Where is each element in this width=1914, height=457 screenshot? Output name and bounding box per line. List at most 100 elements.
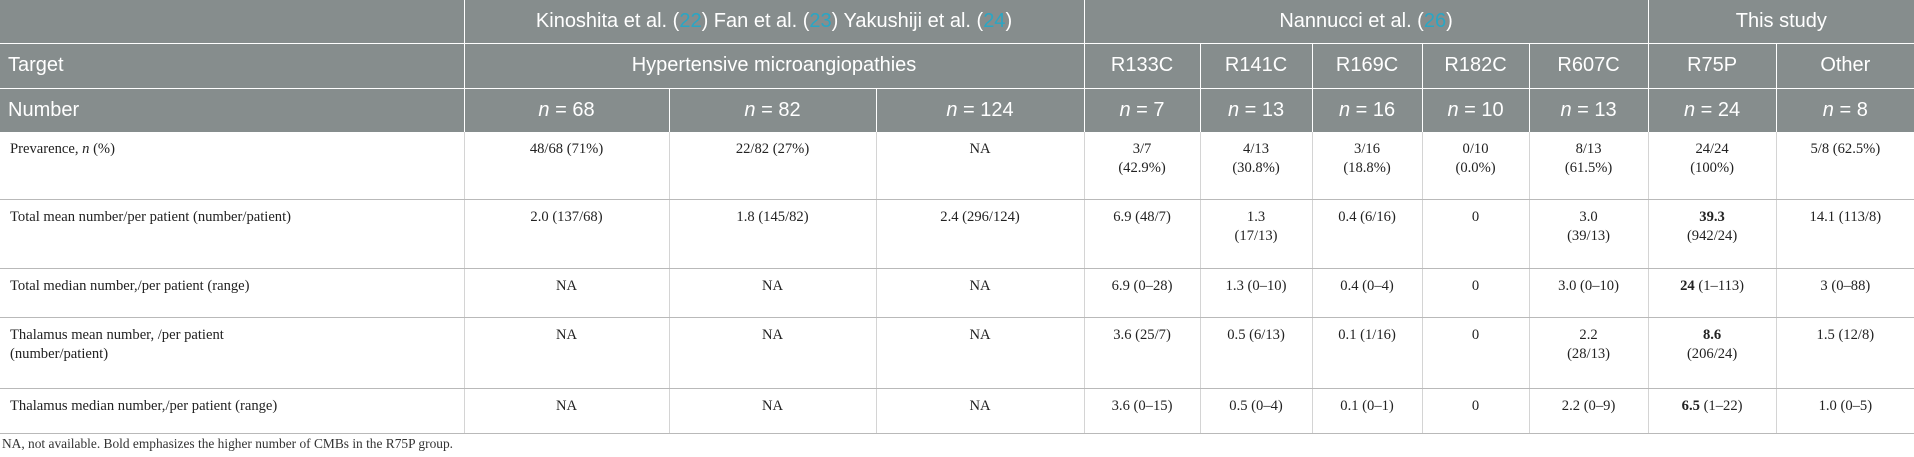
count-value: = 10: [1458, 98, 1504, 121]
text-run: (18.8%): [1343, 160, 1391, 176]
study-name: Nannucci et al. (: [1279, 9, 1424, 32]
table-cell: 0.5 (6/13): [1199, 317, 1313, 389]
target-header: R607C: [1528, 43, 1649, 89]
text-run: 3/16: [1354, 141, 1380, 157]
table-cell: 6.9 (0–28): [1083, 268, 1201, 318]
study-name: ) Yakushiji et al. (: [831, 9, 984, 32]
study-header: This study: [1647, 0, 1914, 44]
study-name: ): [1446, 9, 1453, 32]
table-cell: 1.3 (0–10): [1199, 268, 1313, 318]
table-cell: NA: [875, 132, 1085, 200]
table-cell: 2.4 (296/124): [875, 199, 1085, 269]
row-header-label: Number: [0, 88, 464, 132]
count-value: = 124: [957, 98, 1014, 121]
study-name: ) Fan et al. (: [701, 9, 810, 32]
bold-run: 6.5: [1681, 397, 1700, 414]
table-cell: 3.0 (0–10): [1528, 268, 1649, 318]
table-cell: 0: [1421, 268, 1530, 318]
table-cell: NA: [668, 268, 876, 318]
table-cell: 14.1 (113/8): [1775, 199, 1914, 269]
table-cell: 0.4 (6/16): [1311, 199, 1423, 269]
table-cell: 3/7 (42.9%): [1083, 132, 1201, 200]
study-name: This study: [1735, 9, 1827, 32]
target-header: R141C: [1199, 43, 1313, 89]
count-value: = 16: [1350, 98, 1396, 121]
count-header: n = 7: [1083, 88, 1201, 132]
table-cell: 1.5 (12/8): [1775, 317, 1914, 389]
text-run: (942/24): [1686, 227, 1738, 244]
table-row: Thalamus median number,/per patient (ran…: [0, 388, 1914, 434]
table-cell: 39.3 (942/24): [1647, 199, 1777, 269]
table-cell: NA: [668, 317, 876, 389]
row-header-label: Target: [0, 43, 464, 89]
table-cell: 24/24 (100%): [1647, 132, 1777, 200]
table-cell: 2.0 (137/68): [463, 199, 669, 269]
table-cell: 3.6 (0–15): [1083, 388, 1201, 434]
table-cell: 22/82 (27%): [668, 132, 876, 200]
data-table: Kinoshita et al. (22) Fan et al. (23) Ya…: [0, 0, 1914, 434]
count-value: = 82: [755, 98, 801, 121]
study-name: ): [1005, 9, 1013, 32]
text-run: Thalamus mean number, /per patient: [10, 326, 224, 343]
text-run: (0.0%): [1455, 160, 1496, 176]
text-run: (%): [89, 141, 115, 157]
count-header: n = 68: [463, 88, 669, 132]
count-symbol: n: [744, 98, 756, 121]
table-cell: 2.2 (0–9): [1528, 388, 1649, 434]
row-label: Thalamus median number,/per patient (ran…: [0, 388, 464, 434]
header-row: Target Hypertensive microangiopathies R133…: [0, 43, 1914, 89]
table-cell: 0.4 (0–4): [1311, 268, 1423, 318]
count-header: n = 16: [1311, 88, 1423, 132]
row-label: Prevarence, n (%): [0, 132, 464, 200]
count-symbol: n: [1119, 98, 1131, 121]
target-header: R75P: [1647, 43, 1777, 89]
table-cell: 24 (1–113): [1647, 268, 1777, 318]
table-cell: 8.6 (206/24): [1647, 317, 1777, 389]
count-value: = 68: [549, 98, 595, 121]
count-symbol: n: [946, 98, 958, 121]
target-header: Other: [1775, 43, 1914, 89]
table-cell: NA: [463, 268, 669, 318]
table-cell: 0/10 (0.0%): [1421, 132, 1530, 200]
table-cell: 0.5 (0–4): [1199, 388, 1313, 434]
count-header: n = 24: [1647, 88, 1777, 132]
count-symbol: n: [1227, 98, 1240, 121]
table-cell: 1.0 (0–5): [1775, 388, 1914, 434]
table-cell: NA: [875, 268, 1085, 318]
text-run: (number/patient): [10, 345, 109, 362]
text-run: 1.3: [1246, 208, 1266, 225]
text-run: 8/13: [1575, 141, 1602, 157]
count-symbol: n: [1822, 98, 1834, 121]
row-label: Total median number,/per patient (range): [0, 268, 464, 318]
text-run: Total mean number/per patient (number/pa…: [10, 208, 292, 225]
target-header: R169C: [1311, 43, 1423, 89]
count-value: = 13: [1239, 98, 1285, 121]
table-row: Prevarence, n (%) 48/68 (71%) 22/82 (27%) N…: [0, 132, 1914, 200]
table-cell: 5/8 (62.5%): [1775, 132, 1914, 200]
footnote: NA, not available. Bold emphasizes the h…: [2, 436, 453, 451]
table-cell: 48/68 (71%): [463, 132, 669, 200]
text-run: (39/13): [1567, 227, 1611, 244]
table-cell: 3.6 (25/7): [1083, 317, 1201, 389]
target-header: Hypertensive microangiopathies: [463, 43, 1085, 89]
table-row: Total median number,/per patient (range)…: [0, 268, 1914, 318]
count-value: = 8: [1833, 98, 1868, 121]
text-run: Prevarence,: [10, 141, 83, 157]
table-row: Thalamus mean number, /per patient (numbe…: [0, 317, 1914, 389]
text-run: (61.5%): [1564, 160, 1613, 176]
count-header: n = 13: [1199, 88, 1313, 132]
count-value: = 24: [1695, 98, 1741, 121]
table-cell: NA: [668, 388, 876, 434]
text-run: 3.0: [1579, 208, 1598, 225]
text-run: 24/24: [1695, 141, 1729, 157]
target-header: R182C: [1421, 43, 1530, 89]
table-row: Total mean number/per patient (number/pa…: [0, 199, 1914, 269]
table-cell: 3/16 (18.8%): [1311, 132, 1423, 200]
header-cell: [0, 0, 464, 44]
study-name: Kinoshita et al. (: [535, 9, 680, 32]
count-symbol: n: [1560, 98, 1572, 121]
table-cell: 8/13 (61.5%): [1528, 132, 1649, 200]
text-run: 2.2: [1579, 326, 1598, 343]
table-cell: NA: [875, 317, 1085, 389]
count-symbol: n: [1683, 98, 1696, 121]
